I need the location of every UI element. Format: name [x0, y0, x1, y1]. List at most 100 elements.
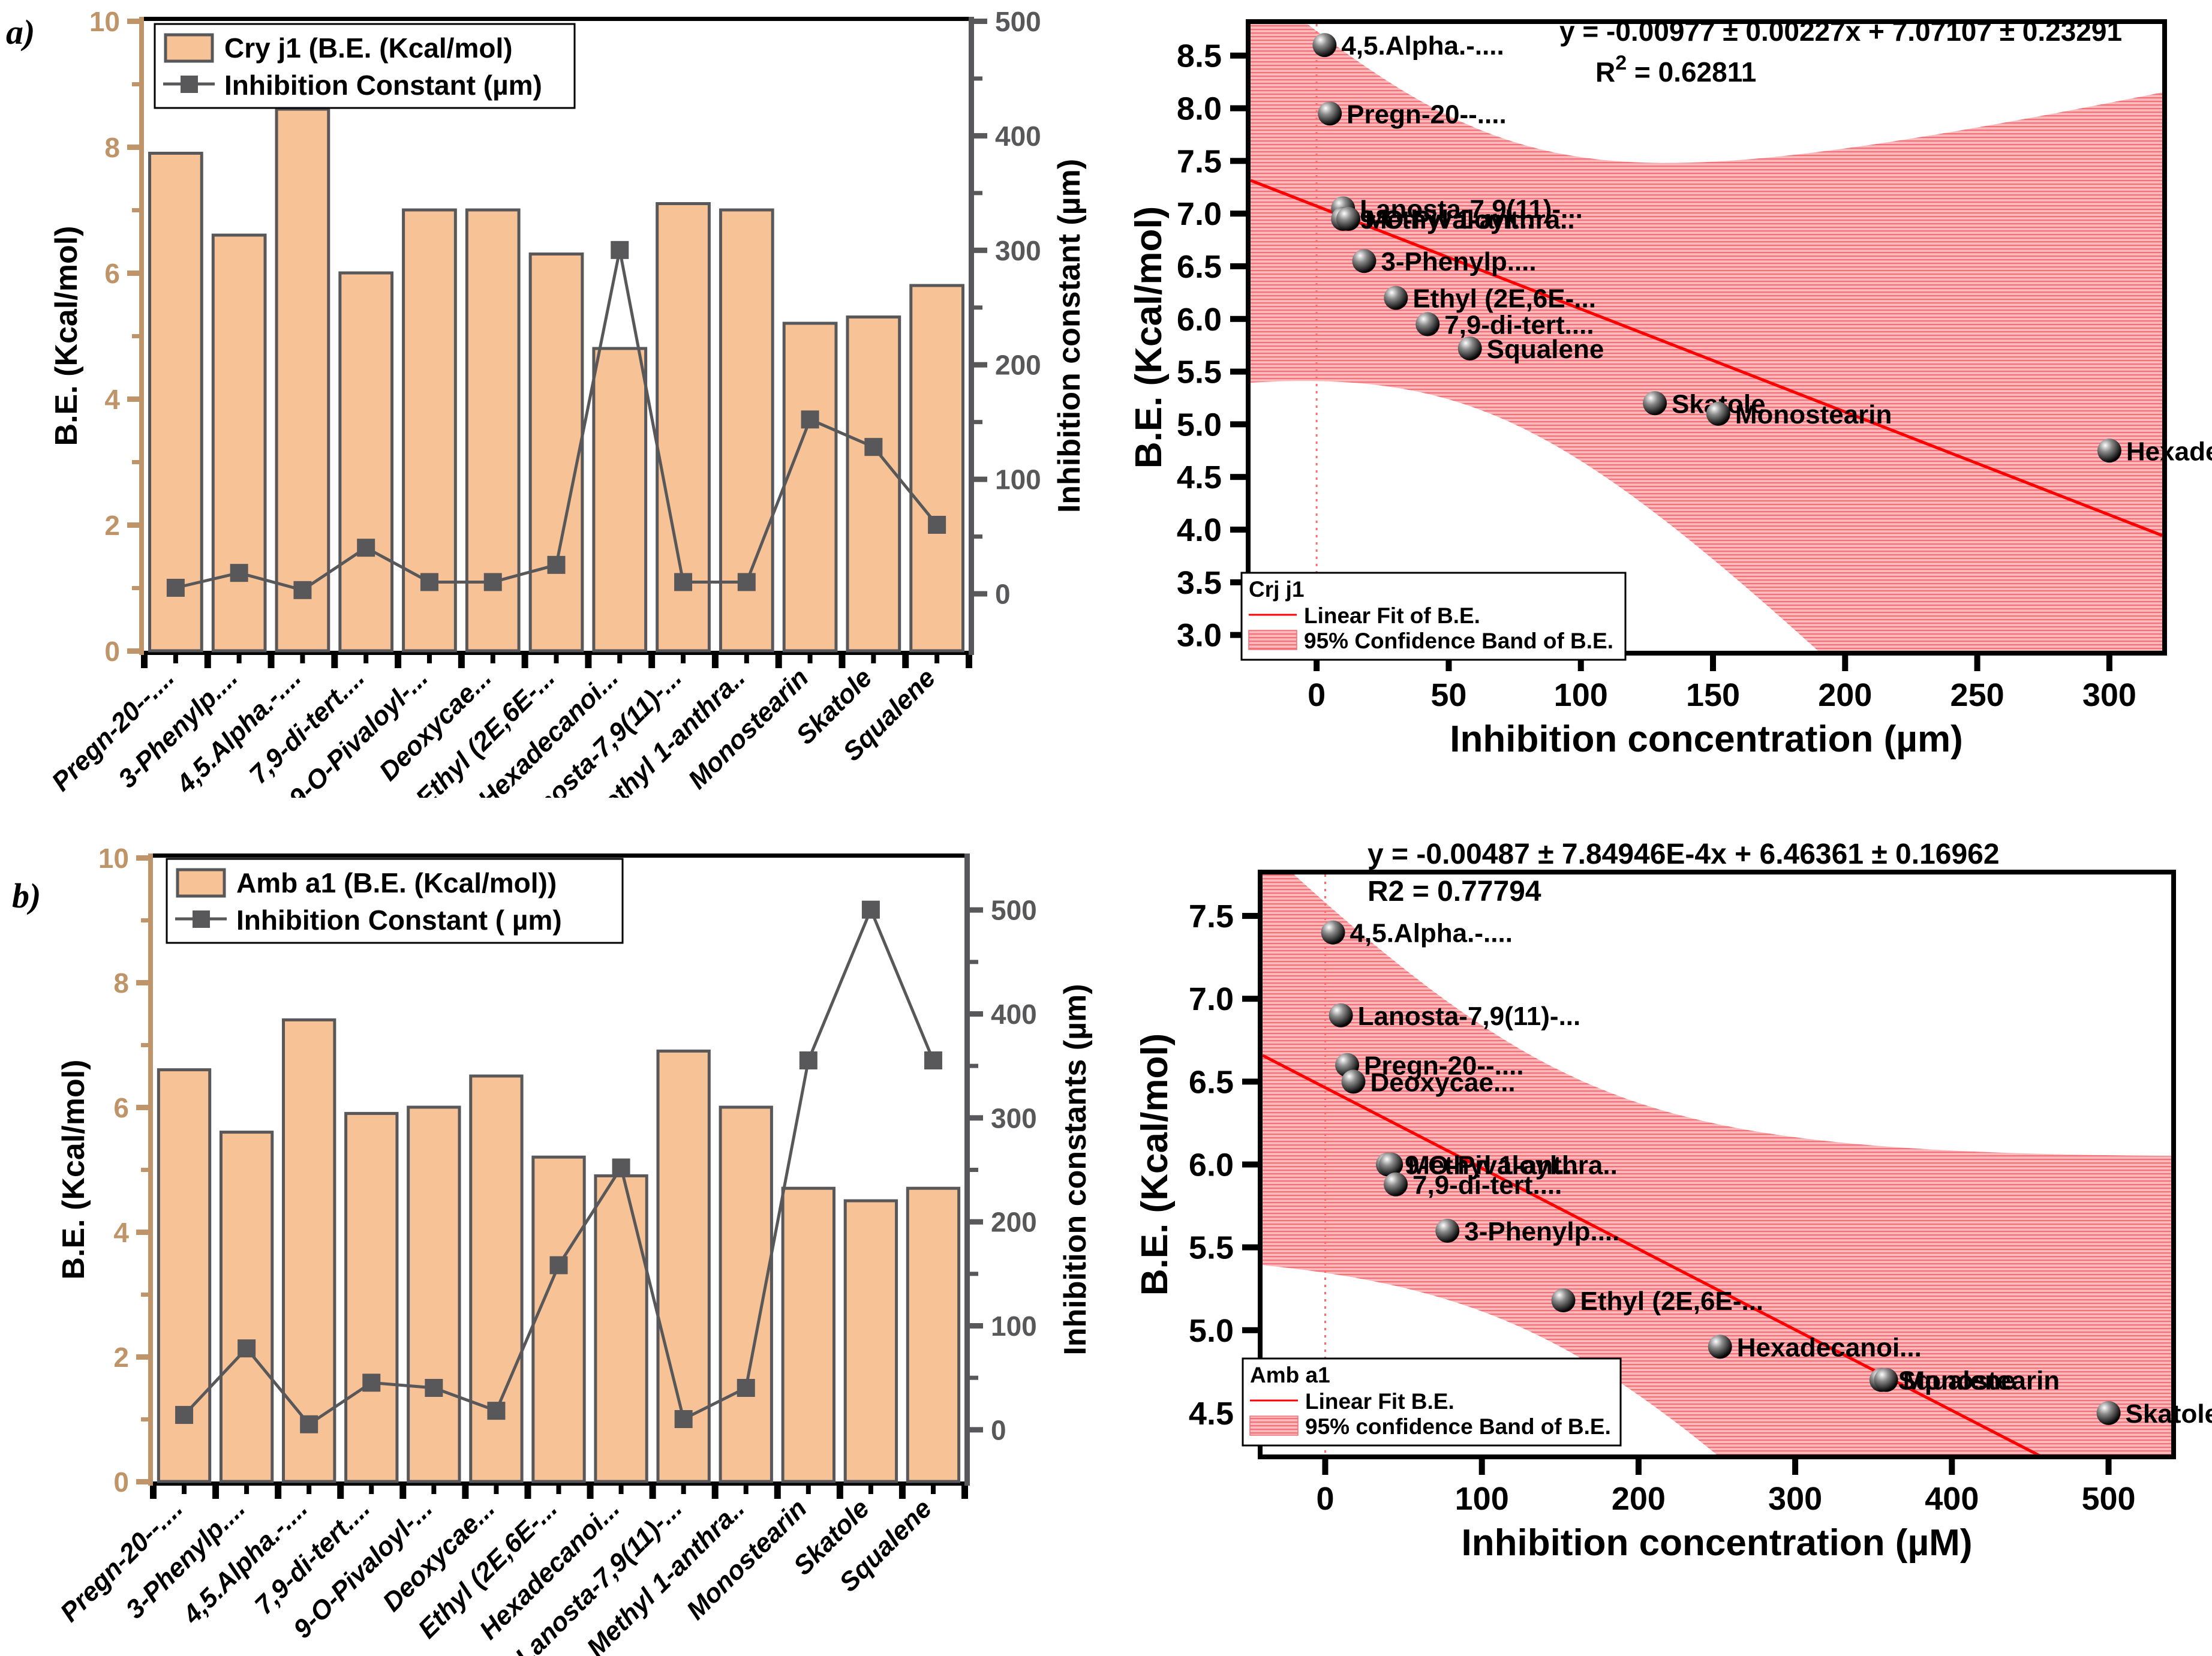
x-tick-label: 100 — [1455, 1481, 1509, 1517]
y-tick-label: 5.5 — [1177, 354, 1222, 390]
scatter-point — [1457, 336, 1482, 360]
legend-box — [1240, 572, 1627, 661]
bar — [211, 233, 267, 653]
svg-text:100: 100 — [991, 1311, 1037, 1342]
bar — [275, 107, 330, 653]
legend-box — [166, 858, 624, 944]
panel-a-letter: a) — [6, 13, 35, 52]
line-marker — [924, 1051, 942, 1069]
line-marker — [175, 1406, 194, 1424]
scatter-point — [1379, 1152, 1403, 1177]
scatter-point-label: Squalene — [1898, 1366, 2016, 1396]
scatter-point-label: 3-Phenylp.... — [1381, 247, 1536, 276]
bar — [909, 284, 964, 653]
r-squared-label: R2 = 0.77794 — [1368, 876, 1541, 907]
scatter-point-label: Lanosta-7,9(11)-... — [1358, 1002, 1581, 1031]
x-tick-label: 150 — [1686, 677, 1740, 713]
scatter-point — [2096, 1400, 2121, 1425]
line-marker — [799, 1051, 818, 1069]
line-marker — [293, 581, 312, 599]
legend-label-fit: Linear Fit of B.E. — [1304, 603, 1480, 628]
line-marker — [611, 241, 629, 259]
svg-text:500: 500 — [995, 6, 1041, 37]
scatter-point — [1329, 1003, 1353, 1027]
svg-text:500: 500 — [991, 895, 1037, 926]
line-marker — [549, 1256, 568, 1275]
bar — [282, 1018, 336, 1483]
y-tick-label: 6.5 — [1189, 1064, 1234, 1100]
svg-text:2: 2 — [104, 510, 120, 541]
legend-label-bar: Cry j1 (B.E. (Kcal/mol) — [224, 32, 513, 64]
scatter-point-label: 3-Phenylp.... — [1464, 1217, 1619, 1246]
svg-text:300: 300 — [995, 235, 1041, 266]
legend-label-line: Inhibition Constant ( µm) — [236, 904, 562, 936]
bar — [469, 1074, 524, 1483]
line-marker — [362, 1374, 381, 1392]
line-marker — [425, 1379, 443, 1397]
panel-b-bar-chart: 0 2 4 6 8 10 0 100 200 300 400 500 Pregn-20--.... 3-P… — [0, 828, 1116, 1656]
linear-fit-line — [1251, 179, 2162, 537]
bar — [781, 1186, 835, 1483]
scatter-point — [1551, 1288, 1576, 1313]
x-tick-label: 0 — [1308, 677, 1326, 713]
legend-label-line: Inhibition Constant (µm) — [224, 70, 542, 101]
svg-text:0: 0 — [104, 636, 120, 667]
y-tick-label: 6.0 — [1189, 1147, 1234, 1183]
scatter-point — [1435, 1219, 1460, 1243]
y-tick-label: 5.0 — [1177, 407, 1222, 443]
scatter-point — [1318, 101, 1342, 126]
x-tick-label: 0 — [1316, 1481, 1334, 1517]
svg-text:10: 10 — [89, 6, 120, 37]
bar — [148, 152, 203, 653]
y-tick-label: 7.0 — [1177, 196, 1222, 232]
bar — [906, 1186, 961, 1483]
line-marker — [487, 1402, 506, 1420]
svg-text:6: 6 — [104, 258, 120, 289]
x-tick-label: 400 — [1925, 1481, 1979, 1517]
y-axis-title: B.E. (Kcal/mol) — [1134, 1033, 1176, 1296]
x-tick-label: 200 — [1818, 677, 1872, 713]
line-marker — [801, 410, 819, 429]
bar — [594, 1174, 648, 1483]
svg-text:0: 0 — [995, 579, 1011, 610]
y-axis-title: B.E. (Kcal/mol) — [49, 226, 84, 446]
bar — [592, 347, 648, 653]
y-tick-label: 4.5 — [1189, 1396, 1234, 1432]
scatter-point-label: 4,5.Alpha.-.... — [1350, 919, 1513, 948]
y2-axis-title: Inhibition constants (µm) — [1058, 984, 1093, 1355]
legend-swatch-band — [1248, 630, 1297, 650]
scatter-point — [1312, 33, 1337, 58]
x-axis-title: Inhibition concentration (µM) — [1462, 1522, 1973, 1564]
bar — [846, 315, 901, 653]
y-tick-label: 5.5 — [1189, 1230, 1234, 1266]
y-tick-label: 7.5 — [1189, 898, 1234, 934]
y-tick-label: 7.5 — [1177, 143, 1222, 179]
scatter-point-label: 4,5.Alpha.-.... — [1341, 31, 1504, 61]
scatter-point-label: 7,9-di-tert.... — [1444, 311, 1594, 340]
line-marker — [737, 1379, 755, 1397]
scatter-point-label: Methyl 1-anthra.. — [1408, 1151, 1618, 1180]
bar — [344, 1111, 399, 1483]
legend-box — [154, 23, 576, 109]
confidence-band — [1263, 874, 2171, 1454]
r-squared-label: R2 = 0.62811 — [1595, 52, 1756, 88]
line-marker — [674, 1410, 693, 1428]
scatter-point — [1321, 920, 1345, 945]
scatter-point-label: Ethyl (2E,6E-... — [1580, 1287, 1764, 1316]
line-marker — [238, 1339, 256, 1358]
svg-text:100: 100 — [995, 464, 1041, 495]
scatter-point-label: Squalene — [1487, 335, 1604, 364]
legend-label-fit: Linear Fit B.E. — [1305, 1389, 1454, 1414]
scatter-point — [1384, 1172, 1408, 1197]
y-tick-label: 4.5 — [1177, 459, 1222, 495]
scatter-point-label: Deoxycae... — [1371, 1068, 1516, 1097]
panel-b-letter: b) — [12, 876, 41, 915]
scatter-point-label: Pregn-20--.... — [1364, 1051, 1524, 1081]
line-marker — [864, 438, 883, 456]
line-marker — [612, 1158, 630, 1177]
svg-text:300: 300 — [991, 1102, 1037, 1134]
x-tick-label: 300 — [2082, 677, 2136, 713]
x-axis-title: Inhibition concentration (µm) — [1450, 719, 1962, 760]
bar — [843, 1199, 898, 1483]
svg-text:10: 10 — [98, 843, 129, 874]
